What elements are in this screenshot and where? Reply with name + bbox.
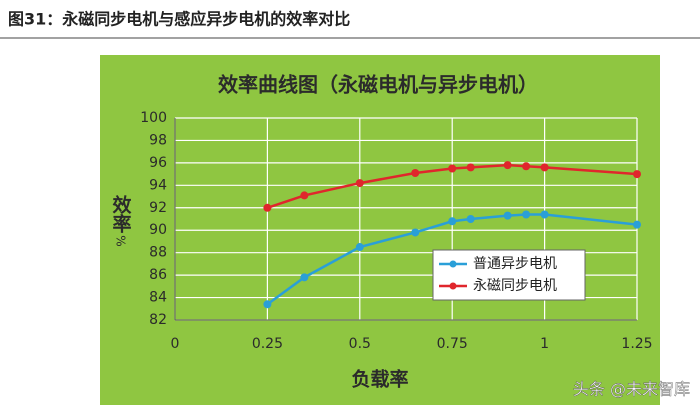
data-point bbox=[263, 300, 272, 309]
data-point bbox=[466, 215, 475, 223]
series-line bbox=[266, 213, 638, 306]
y-axis-unit: % bbox=[114, 235, 128, 246]
data-point bbox=[522, 210, 531, 219]
x-axis-label: 负载率 bbox=[351, 368, 408, 391]
legend-marker bbox=[449, 282, 457, 290]
data-point bbox=[466, 163, 475, 172]
legend-marker bbox=[449, 260, 457, 268]
x-tick-label: 0.75 bbox=[437, 336, 468, 352]
chart-title: 效率曲线图（永磁电机与异步电机） bbox=[218, 73, 538, 97]
x-tick-label: 1 bbox=[540, 336, 549, 352]
data-point bbox=[300, 273, 309, 282]
y-tick-label: 96 bbox=[149, 155, 167, 171]
data-point bbox=[411, 168, 420, 177]
legend-label: 永磁同步电机 bbox=[473, 278, 557, 294]
x-tick-label: 0.25 bbox=[252, 336, 283, 352]
y-tick-label: 84 bbox=[149, 290, 167, 306]
y-tick-label: 90 bbox=[149, 222, 167, 238]
y-tick-label: 86 bbox=[149, 267, 167, 283]
figure-caption: 图31：永磁同步电机与感应异步电机的效率对比 bbox=[8, 10, 350, 29]
data-point bbox=[503, 161, 512, 170]
legend-box bbox=[432, 249, 586, 301]
x-tick-label: 0.5 bbox=[349, 336, 371, 352]
data-point bbox=[503, 211, 512, 220]
watermark: 头条 @未来智库 bbox=[573, 380, 690, 399]
data-point bbox=[448, 217, 457, 226]
data-point bbox=[633, 220, 641, 229]
y-tick-label: 94 bbox=[149, 177, 167, 193]
y-tick-label: 100 bbox=[140, 110, 167, 126]
y-tick-label: 98 bbox=[149, 132, 167, 148]
data-point bbox=[355, 243, 364, 252]
y-tick-label: 82 bbox=[149, 312, 167, 328]
data-point bbox=[633, 170, 641, 179]
data-point bbox=[263, 203, 272, 212]
data-point bbox=[522, 162, 531, 171]
legend-label: 普通异步电机 bbox=[473, 256, 557, 272]
data-point bbox=[300, 191, 309, 200]
x-tick-label: 1.25 bbox=[621, 336, 652, 352]
y-tick-label: 92 bbox=[149, 200, 167, 216]
x-tick-label: 0 bbox=[171, 336, 180, 352]
plot-area: 82 84 86 88 90 92 94 96 98 100 0 0.25 0.5 0.75 1 1.25 bbox=[140, 110, 652, 352]
data-point bbox=[355, 179, 364, 188]
y-axis-label: 效率 bbox=[110, 194, 132, 234]
data-point bbox=[448, 164, 457, 173]
data-point bbox=[540, 163, 549, 172]
series-line bbox=[267, 163, 638, 209]
data-point bbox=[411, 228, 420, 237]
y-tick-label: 88 bbox=[149, 245, 167, 261]
data-point bbox=[540, 210, 549, 219]
